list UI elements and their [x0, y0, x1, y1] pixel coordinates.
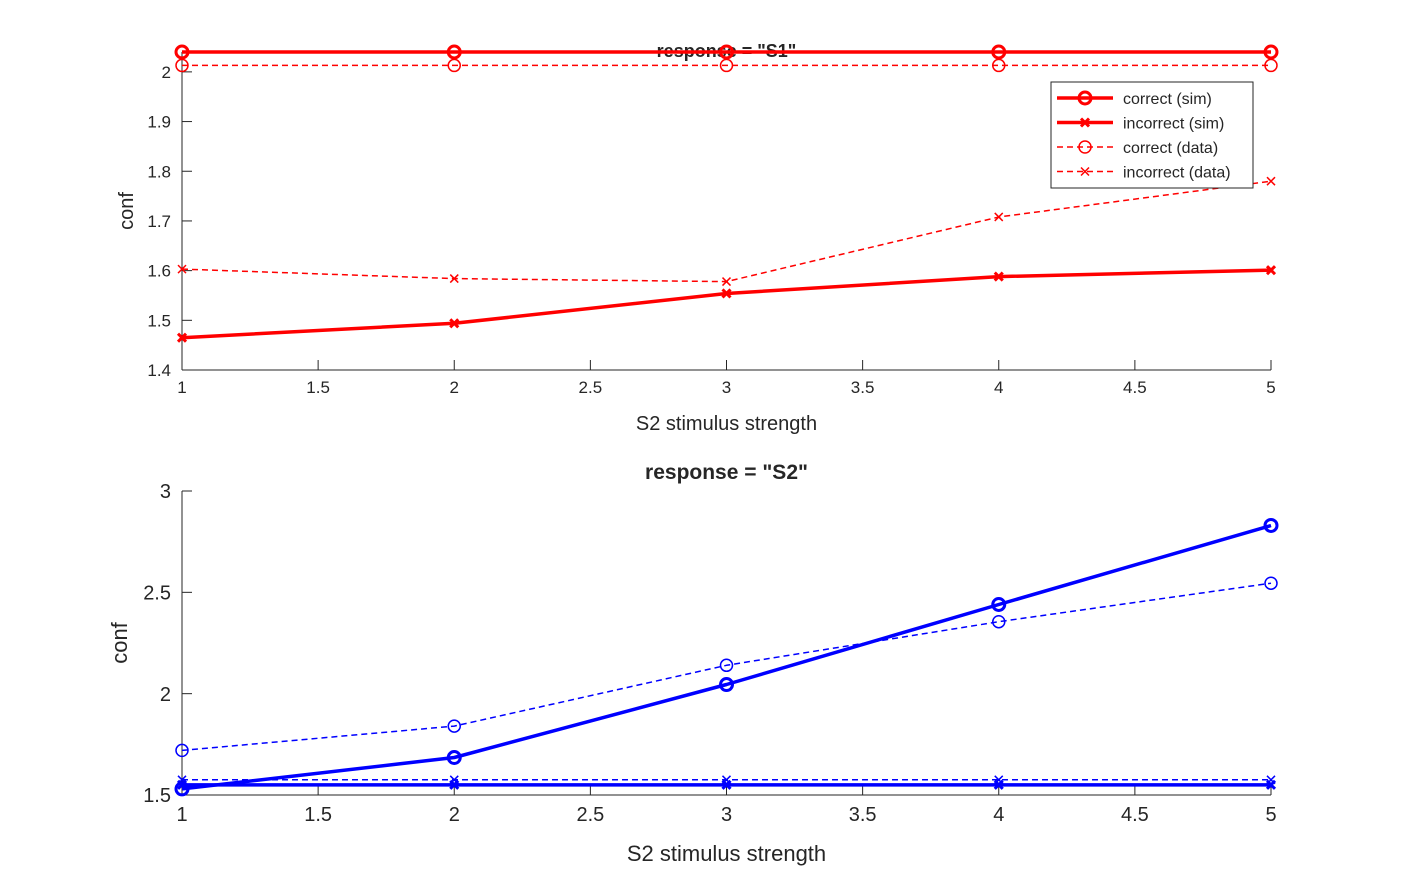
legend-marker — [1078, 140, 1092, 154]
data-point — [1264, 58, 1278, 73]
data-point — [177, 264, 187, 274]
data-point — [992, 614, 1006, 629]
legend-item: incorrect (data) — [1057, 165, 1231, 182]
x-tick-label: 4.5 — [1121, 804, 1149, 826]
legend-marker — [1077, 90, 1093, 106]
legend-label: correct (sim) — [1123, 91, 1212, 108]
y-tick-label: 3 — [160, 481, 171, 503]
y-tick-label: 1.9 — [147, 113, 171, 132]
y-tick-label: 1.6 — [147, 262, 171, 281]
x-tick-label: 4.5 — [1123, 378, 1147, 397]
y-tick-label: 1.5 — [143, 785, 171, 807]
data-point — [991, 44, 1007, 60]
legend: correct (sim) incorrect (sim) correct (dat… — [1050, 81, 1254, 189]
data-point — [721, 775, 732, 785]
x-tick-label: 2 — [450, 378, 459, 397]
data-point — [1264, 576, 1278, 590]
x-tick-label: 5 — [1265, 804, 1276, 826]
y-tick-label: 1.4 — [147, 361, 171, 380]
x-tick-label: 5 — [1266, 378, 1275, 397]
series-1 — [174, 517, 1279, 797]
y-tick-label: 1.8 — [147, 162, 171, 181]
series-3 — [175, 576, 1278, 758]
data-point — [719, 677, 734, 693]
data-point — [177, 775, 187, 785]
y-tick-label: 1.7 — [147, 212, 171, 231]
x-tick-label: 2.5 — [579, 378, 603, 397]
legend-item: correct (sim) — [1057, 90, 1212, 108]
data-point — [719, 58, 734, 73]
data-point — [175, 743, 189, 758]
x-tick-label: 2 — [449, 804, 460, 826]
x-tick-label: 1 — [176, 804, 187, 826]
y-tick-label: 2 — [160, 684, 171, 706]
plot-1: 1 1.5 2 2.5 3 3.5 4 4.5 51.41.51.61.71.81.92resp… — [116, 41, 1279, 435]
data-point — [1265, 265, 1277, 276]
x-axis-label: S2 stimulus strength — [627, 841, 826, 866]
data-point — [449, 318, 460, 329]
data-point — [449, 274, 459, 284]
series-1 — [174, 44, 1279, 60]
legend-label: incorrect (sim) — [1123, 116, 1224, 133]
series-line — [181, 523, 1272, 791]
x-tick-label: 4 — [994, 378, 1003, 397]
data-point — [446, 44, 462, 60]
series-4 — [177, 775, 1276, 785]
data-point — [447, 58, 461, 73]
legend-marker — [1079, 117, 1091, 128]
x-tick-label: 2.5 — [576, 804, 604, 826]
x-tick-label: 4 — [993, 804, 1004, 826]
data-point — [1266, 775, 1276, 785]
data-point — [1263, 44, 1279, 60]
legend-item: incorrect (sim) — [1057, 116, 1224, 133]
legend-label: correct (data) — [1123, 140, 1218, 157]
y-tick-label: 1.5 — [147, 311, 171, 330]
data-point — [174, 44, 190, 60]
series-2 — [176, 265, 1277, 343]
x-tick-label: 1.5 — [304, 804, 332, 826]
data-point — [721, 277, 732, 287]
x-tick-label: 1.5 — [306, 378, 330, 397]
data-point — [447, 719, 461, 733]
data-point — [719, 44, 734, 60]
data-point — [1263, 517, 1279, 533]
legend-label: incorrect (data) — [1123, 165, 1231, 182]
chart-title: response = "S2" — [645, 461, 808, 484]
x-tick-label: 3.5 — [851, 378, 875, 397]
x-tick-label: 3 — [721, 804, 732, 826]
legend-marker — [1080, 166, 1090, 177]
data-point — [994, 775, 1004, 785]
data-point — [1266, 176, 1276, 186]
x-axis-label: S2 stimulus strength — [636, 413, 817, 435]
series-4 — [177, 176, 1276, 287]
data-point — [719, 658, 734, 673]
x-tick-label: 1 — [177, 378, 186, 397]
data-point — [993, 271, 1004, 282]
data-point — [992, 58, 1006, 73]
series-line — [181, 180, 1272, 283]
y-axis-label: conf — [107, 621, 132, 663]
data-point — [176, 332, 188, 343]
data-point — [446, 750, 462, 766]
data-point — [721, 288, 732, 299]
legend-item: correct (data) — [1057, 140, 1218, 157]
x-tick-label: 3.5 — [849, 804, 877, 826]
series-line — [181, 582, 1272, 752]
data-point — [994, 212, 1004, 222]
y-axis-label: conf — [116, 192, 138, 230]
data-point — [991, 596, 1007, 612]
data-point — [175, 58, 189, 73]
y-tick-label: 2 — [162, 63, 171, 82]
x-tick-label: 3 — [722, 378, 731, 397]
series-3 — [175, 58, 1278, 73]
y-tick-label: 2.5 — [143, 583, 171, 605]
series-line — [181, 268, 1272, 340]
data-point — [449, 775, 459, 785]
